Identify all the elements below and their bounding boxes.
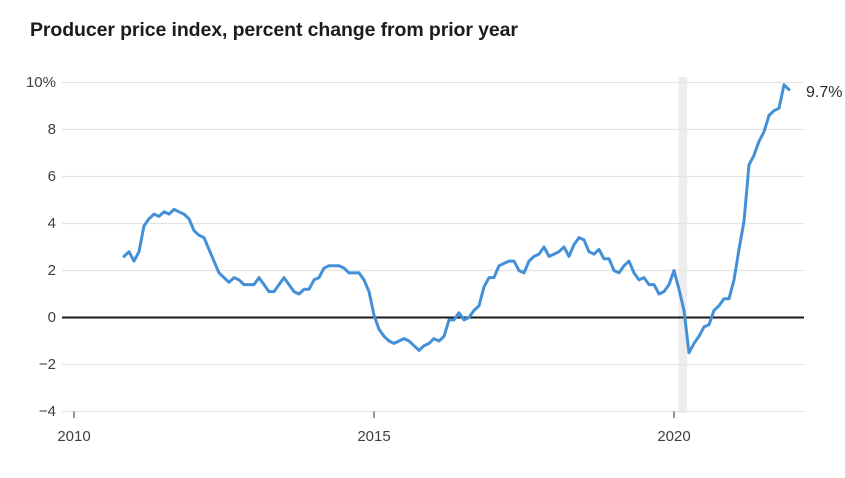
ppi-line — [122, 83, 791, 355]
y-label-neg4: −4 — [39, 403, 56, 420]
x-label-2020: 2020 — [657, 428, 690, 445]
y-label-neg2: −2 — [39, 356, 56, 373]
y-label-8: 8 — [48, 121, 56, 138]
chart-title: Producer price index, percent change fro… — [30, 19, 518, 41]
y-axis-labels: 10% 8 6 4 2 0 −2 −4 — [26, 74, 56, 420]
recession-band — [678, 77, 688, 413]
y-label-6: 6 — [48, 168, 56, 185]
x-label-2015: 2015 — [357, 428, 390, 445]
y-label-0: 0 — [48, 309, 56, 326]
x-axis-ticks — [73, 411, 675, 418]
gridlines — [62, 81, 804, 413]
y-label-2: 2 — [48, 262, 56, 279]
y-label-4: 4 — [48, 215, 56, 232]
y-label-10: 10% — [26, 74, 56, 91]
last-value-annotation: 9.7% — [806, 84, 842, 101]
x-axis-labels: 2010 2015 2020 — [57, 428, 690, 445]
x-label-2010: 2010 — [57, 428, 90, 445]
